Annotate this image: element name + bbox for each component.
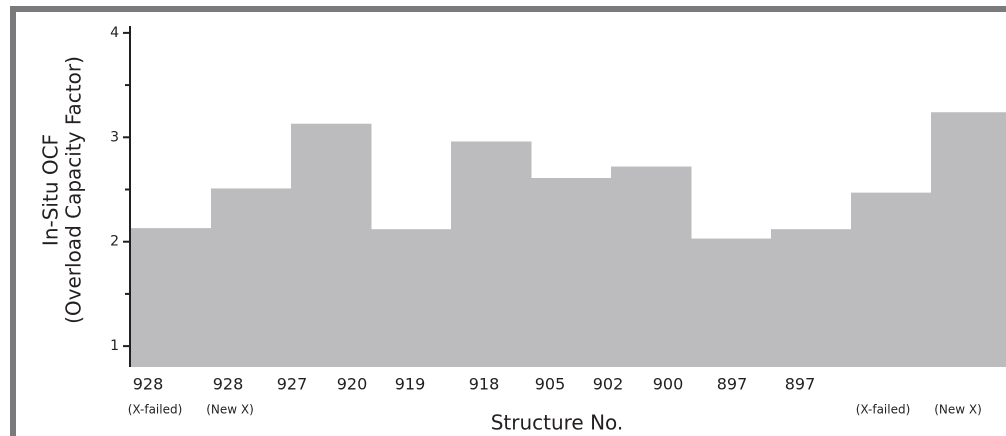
y-tick-label: 1 <box>110 338 119 354</box>
x-tick-label: 902 <box>593 375 624 394</box>
x-tick-label: 928 <box>133 375 164 394</box>
bar <box>211 188 292 367</box>
x-sub-label: (New X) <box>934 403 982 417</box>
x-tick-label: 905 <box>535 375 566 394</box>
bar <box>451 141 532 367</box>
x-tick-label: 897 <box>717 375 748 394</box>
bar <box>931 112 1006 367</box>
x-tick-label: 920 <box>337 375 368 394</box>
bar <box>771 229 852 367</box>
x-sub-label: (X-failed) <box>856 403 911 417</box>
y-tick-label: 2 <box>110 234 119 250</box>
bar <box>131 228 212 367</box>
y-axis-title: (Overload Capacity Factor) <box>62 56 86 324</box>
bar <box>371 229 452 367</box>
x-tick-label: 900 <box>653 375 684 394</box>
bar <box>611 166 692 367</box>
bar <box>851 192 932 367</box>
y-tick-label: 3 <box>110 129 119 145</box>
x-sub-label: (X-failed) <box>128 403 183 417</box>
x-sub-label: (New X) <box>206 403 254 417</box>
x-tick-label: 897 <box>785 375 816 394</box>
x-tick-label: 918 <box>469 375 500 394</box>
bar <box>691 238 772 367</box>
bar <box>291 123 372 368</box>
frame <box>10 6 1006 436</box>
x-tick-label: 919 <box>395 375 426 394</box>
x-tick-label: 927 <box>277 375 308 394</box>
y-axis-title: In-Situ OCF <box>39 134 63 246</box>
bar <box>531 178 612 367</box>
x-tick-label: 928 <box>213 375 244 394</box>
x-axis-title: Structure No. <box>491 411 624 435</box>
y-tick-label: 4 <box>110 25 119 41</box>
